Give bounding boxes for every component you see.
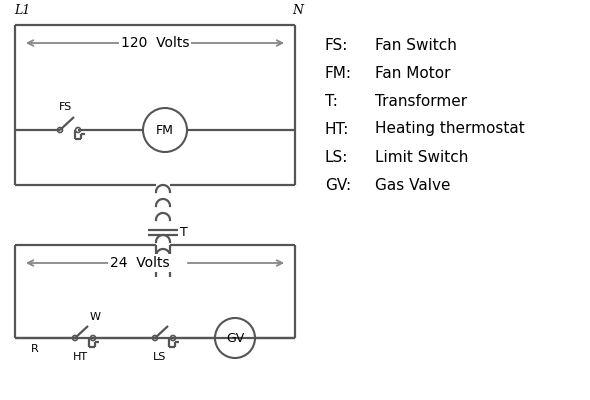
Text: R: R	[31, 344, 39, 354]
Text: FM:: FM:	[325, 66, 352, 80]
Text: W: W	[90, 312, 100, 322]
Text: Fan Switch: Fan Switch	[375, 38, 457, 52]
Text: GV: GV	[226, 332, 244, 344]
Text: Fan Motor: Fan Motor	[375, 66, 451, 80]
Text: LS:: LS:	[325, 150, 348, 164]
Text: HT: HT	[73, 352, 87, 362]
Text: GV:: GV:	[325, 178, 351, 192]
Text: Transformer: Transformer	[375, 94, 467, 108]
Text: FS: FS	[60, 102, 73, 112]
Text: FS:: FS:	[325, 38, 348, 52]
Text: LS: LS	[153, 352, 167, 362]
Text: T:: T:	[325, 94, 338, 108]
Text: HT:: HT:	[325, 122, 349, 136]
Text: L1: L1	[14, 4, 30, 17]
Text: Limit Switch: Limit Switch	[375, 150, 468, 164]
Text: FM: FM	[156, 124, 174, 136]
Text: N: N	[292, 4, 303, 17]
Text: T: T	[180, 226, 188, 239]
Text: Heating thermostat: Heating thermostat	[375, 122, 525, 136]
Text: 120  Volts: 120 Volts	[121, 36, 189, 50]
Text: Gas Valve: Gas Valve	[375, 178, 451, 192]
Text: 24  Volts: 24 Volts	[110, 256, 170, 270]
